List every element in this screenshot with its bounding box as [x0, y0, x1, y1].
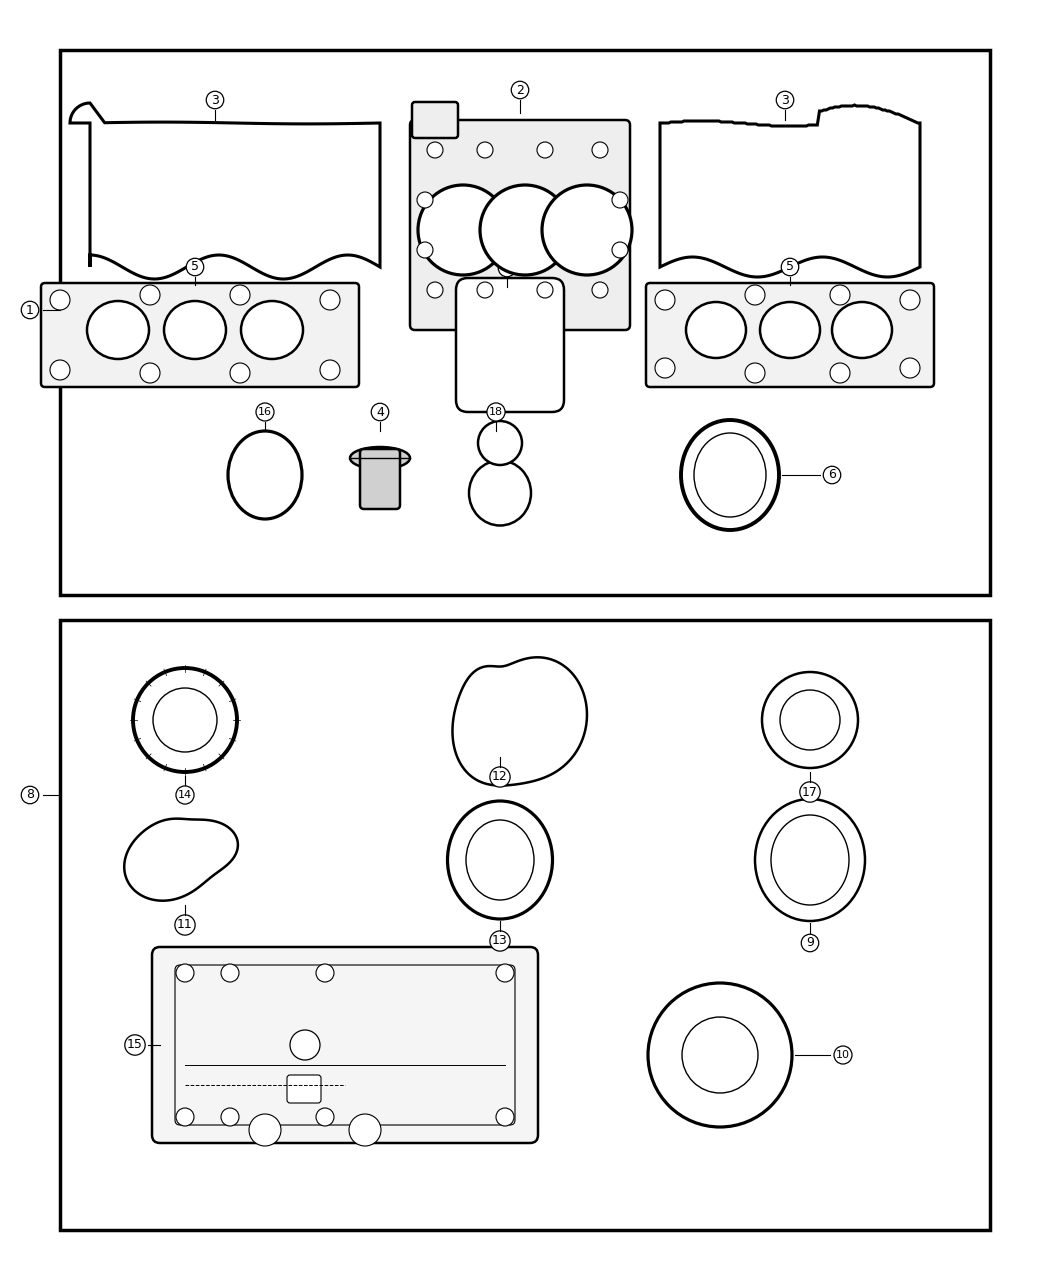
Circle shape — [762, 672, 858, 768]
Text: 13: 13 — [492, 935, 508, 947]
Circle shape — [900, 358, 920, 377]
Circle shape — [477, 142, 493, 158]
Circle shape — [418, 185, 508, 275]
Circle shape — [746, 286, 765, 305]
FancyBboxPatch shape — [41, 283, 359, 388]
Ellipse shape — [447, 801, 552, 919]
FancyBboxPatch shape — [412, 102, 458, 138]
Circle shape — [537, 282, 553, 298]
Circle shape — [50, 360, 70, 380]
Circle shape — [427, 282, 443, 298]
Text: 11: 11 — [177, 918, 193, 932]
Text: 4: 4 — [376, 405, 384, 418]
Text: 6: 6 — [828, 468, 836, 482]
Text: 8: 8 — [26, 788, 34, 802]
Circle shape — [655, 358, 675, 377]
Text: 16: 16 — [258, 407, 272, 417]
FancyBboxPatch shape — [360, 449, 400, 509]
Ellipse shape — [760, 302, 820, 358]
Circle shape — [320, 360, 340, 380]
Ellipse shape — [87, 301, 149, 360]
Circle shape — [496, 964, 514, 982]
Circle shape — [648, 983, 792, 1127]
FancyBboxPatch shape — [152, 947, 538, 1142]
FancyBboxPatch shape — [175, 965, 514, 1125]
FancyBboxPatch shape — [287, 1075, 321, 1103]
Circle shape — [480, 185, 570, 275]
Circle shape — [537, 142, 553, 158]
Ellipse shape — [228, 431, 302, 519]
FancyBboxPatch shape — [410, 120, 630, 330]
Circle shape — [746, 363, 765, 382]
Text: 7: 7 — [503, 261, 511, 274]
Circle shape — [655, 289, 675, 310]
Circle shape — [176, 1108, 194, 1126]
Circle shape — [478, 421, 522, 465]
Text: 18: 18 — [489, 407, 503, 417]
Bar — [60, 50, 990, 595]
Circle shape — [316, 964, 334, 982]
Ellipse shape — [681, 419, 779, 530]
Circle shape — [830, 363, 850, 382]
Ellipse shape — [466, 820, 534, 900]
Text: 10: 10 — [836, 1051, 851, 1060]
Circle shape — [316, 1108, 334, 1126]
Circle shape — [290, 1030, 320, 1060]
Circle shape — [417, 242, 433, 258]
Circle shape — [592, 282, 608, 298]
Text: 3: 3 — [211, 93, 219, 107]
Circle shape — [612, 242, 628, 258]
Circle shape — [220, 1108, 239, 1126]
FancyBboxPatch shape — [456, 278, 564, 412]
Ellipse shape — [242, 301, 303, 360]
Circle shape — [542, 185, 632, 275]
Text: 5: 5 — [191, 260, 200, 274]
Circle shape — [230, 363, 250, 382]
Circle shape — [140, 286, 160, 305]
Ellipse shape — [694, 434, 766, 516]
Text: 3: 3 — [781, 93, 789, 107]
Circle shape — [900, 289, 920, 310]
FancyBboxPatch shape — [646, 283, 934, 388]
Circle shape — [780, 690, 840, 750]
Circle shape — [496, 1108, 514, 1126]
Ellipse shape — [771, 815, 849, 905]
Ellipse shape — [832, 302, 892, 358]
Circle shape — [140, 363, 160, 382]
Circle shape — [133, 668, 237, 771]
Circle shape — [477, 282, 493, 298]
Circle shape — [153, 688, 217, 752]
Text: 1: 1 — [26, 303, 34, 316]
Circle shape — [682, 1017, 758, 1093]
Circle shape — [230, 286, 250, 305]
Circle shape — [220, 964, 239, 982]
Text: 17: 17 — [802, 785, 818, 798]
Circle shape — [612, 193, 628, 208]
Circle shape — [592, 142, 608, 158]
Text: 2: 2 — [516, 83, 524, 97]
Circle shape — [427, 142, 443, 158]
Circle shape — [830, 286, 850, 305]
Text: 9: 9 — [806, 937, 814, 950]
Circle shape — [249, 1114, 281, 1146]
Circle shape — [320, 289, 340, 310]
Text: 5: 5 — [786, 260, 794, 274]
Ellipse shape — [350, 448, 410, 469]
Bar — [60, 620, 990, 1230]
Ellipse shape — [469, 460, 531, 525]
Ellipse shape — [686, 302, 745, 358]
Ellipse shape — [755, 799, 865, 921]
Text: 14: 14 — [177, 790, 192, 799]
Circle shape — [176, 964, 194, 982]
Circle shape — [417, 193, 433, 208]
Circle shape — [349, 1114, 381, 1146]
Text: 12: 12 — [492, 770, 508, 784]
Circle shape — [50, 289, 70, 310]
Text: 15: 15 — [127, 1039, 143, 1052]
Ellipse shape — [164, 301, 226, 360]
